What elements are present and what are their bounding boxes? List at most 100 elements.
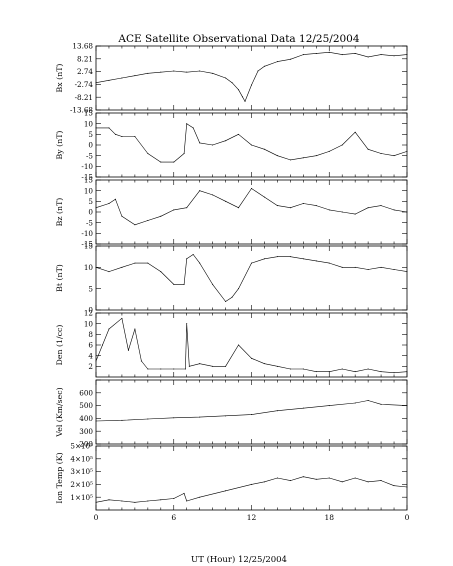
data-point [186,207,188,209]
x-axis-label: UT (Hour) 12/25/2004 [191,554,287,565]
y-tick-label: 4 [88,351,93,360]
data-point [276,410,278,412]
y-tick-label: -10 [81,162,93,171]
data-point [354,52,356,54]
data-point [231,82,233,84]
y-tick-label: 2×10⁵ [70,480,93,489]
panel-frame [95,245,408,311]
data-point [114,198,116,200]
data-point [393,155,395,157]
data-point [263,481,265,483]
y-axis-label: Den (1/cc) [55,325,64,366]
y-tick-label: -5 [86,218,93,227]
y-tick-label: 5 [88,284,93,293]
data-point [302,202,304,204]
panel-frame [95,179,408,245]
data-point [263,258,265,260]
data-point [244,100,246,102]
data-point [328,209,330,211]
data-point [121,500,123,502]
data-point [121,266,123,268]
data-point [121,419,123,421]
data-point [251,357,252,359]
data-point [238,133,240,135]
y-tick-label: 0 [88,141,93,150]
panel-frame [95,312,408,378]
y-tick-label: 10 [84,319,94,328]
data-point [276,365,278,367]
data-point [225,490,227,492]
data-point [341,211,343,213]
data-point [147,72,149,74]
data-point [212,283,214,285]
data-point [341,266,343,268]
series-line [95,317,408,374]
data-point [367,56,369,58]
data-point [276,61,278,63]
y-tick-label: -15 [81,173,93,182]
data-point [186,71,188,73]
y-axis-label: By (nT) [55,131,64,160]
data-point [121,77,123,79]
data-point [263,148,265,150]
data-point [199,70,201,72]
data-point [380,266,382,268]
data-point [147,418,149,420]
data-point [173,283,175,285]
data-point [251,414,252,416]
data-point [108,328,110,330]
data-point [328,262,330,264]
data-point [315,205,317,207]
data-point [380,371,382,373]
data-point [134,135,136,137]
y-tick-label: 600 [79,388,93,397]
data-point [406,211,408,213]
data-point [302,54,304,56]
panel-6: 200 300 400 500 600 Vel (Km/sec) [55,379,408,449]
y-tick-label: 15 [84,242,94,251]
data-point [393,485,395,487]
data-point [199,363,201,365]
y-tick-label: 6 [88,341,93,350]
data-point [160,499,162,501]
data-point [160,271,162,273]
data-point [183,283,185,285]
y-tick-label: 8.21 [77,54,93,63]
data-point [199,190,201,192]
data-point [241,96,243,98]
data-point [140,360,142,362]
data-point [367,148,369,150]
data-point [406,405,408,407]
data-point [147,262,149,264]
data-point [263,65,265,67]
data-point [251,188,252,190]
data-point [186,123,188,125]
data-point [147,368,149,370]
x-tick-label: 12 [247,513,257,522]
data-point [95,207,97,209]
data-point [289,480,291,482]
data-point [199,142,201,144]
x-tick-label: 6 [171,513,176,522]
data-point [225,77,227,79]
data-point [289,58,291,60]
data-point [225,200,227,202]
y-tick-label: 0 [88,306,93,315]
data-point [354,402,356,404]
data-point [147,500,149,502]
y-tick-label: 10 [84,186,94,195]
data-point [173,70,175,72]
y-axis-label: Bx (nT) [55,64,64,93]
y-tick-label: 3×10⁵ [70,467,93,476]
data-point [302,407,304,409]
data-point [251,483,252,485]
data-point [380,153,382,155]
data-point [289,256,291,258]
data-point [231,296,233,298]
data-point [238,207,240,209]
data-point [251,262,252,264]
data-point [212,144,214,146]
data-point [354,131,356,133]
y-tick-label: 8 [88,330,93,339]
